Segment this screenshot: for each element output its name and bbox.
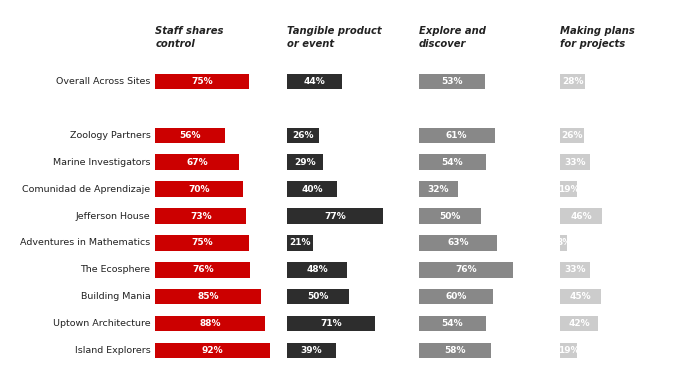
- Bar: [419, 235, 497, 251]
- Text: 50%: 50%: [439, 211, 461, 221]
- Text: 21%: 21%: [289, 238, 311, 247]
- Bar: [155, 128, 225, 143]
- Text: Explore and
discover: Explore and discover: [419, 26, 486, 49]
- Bar: [560, 343, 577, 358]
- Text: 71%: 71%: [321, 319, 342, 328]
- Bar: [560, 155, 590, 170]
- Text: 44%: 44%: [304, 77, 326, 86]
- Bar: [287, 128, 319, 143]
- Bar: [560, 316, 598, 331]
- Text: 75%: 75%: [191, 238, 213, 247]
- Bar: [419, 262, 513, 277]
- Text: 77%: 77%: [324, 211, 346, 221]
- Text: 46%: 46%: [570, 211, 592, 221]
- Text: 26%: 26%: [561, 131, 582, 140]
- Text: Overall Across Sites: Overall Across Sites: [56, 77, 150, 86]
- Text: 8%: 8%: [556, 238, 571, 247]
- Bar: [155, 343, 270, 358]
- Bar: [155, 235, 249, 251]
- Text: 73%: 73%: [190, 211, 211, 221]
- Text: 60%: 60%: [445, 292, 467, 301]
- Bar: [560, 262, 590, 277]
- Text: 32%: 32%: [428, 185, 449, 194]
- Bar: [287, 316, 375, 331]
- Text: 42%: 42%: [568, 319, 590, 328]
- Bar: [419, 208, 481, 224]
- Text: 33%: 33%: [564, 265, 586, 274]
- Text: Adventures in Mathematics: Adventures in Mathematics: [20, 238, 150, 247]
- Bar: [560, 182, 577, 197]
- Bar: [155, 289, 261, 304]
- Bar: [155, 182, 243, 197]
- Bar: [560, 128, 584, 143]
- Bar: [287, 155, 323, 170]
- Text: Jefferson House: Jefferson House: [76, 211, 150, 221]
- Bar: [155, 208, 246, 224]
- Text: Building Mania: Building Mania: [80, 292, 150, 301]
- Text: 33%: 33%: [564, 158, 586, 167]
- Text: Uptown Architecture: Uptown Architecture: [53, 319, 150, 328]
- Bar: [155, 155, 239, 170]
- Bar: [560, 74, 585, 89]
- Text: The Ecosphere: The Ecosphere: [80, 265, 150, 274]
- Text: 61%: 61%: [446, 131, 468, 140]
- Text: 29%: 29%: [294, 158, 316, 167]
- Text: Tangible product
or event: Tangible product or event: [287, 26, 382, 49]
- Bar: [560, 289, 601, 304]
- Text: 28%: 28%: [562, 77, 584, 86]
- Bar: [419, 128, 495, 143]
- Bar: [419, 289, 493, 304]
- Bar: [287, 182, 337, 197]
- Bar: [287, 208, 383, 224]
- Bar: [419, 182, 458, 197]
- Text: 92%: 92%: [202, 346, 223, 355]
- Text: 85%: 85%: [197, 292, 219, 301]
- Bar: [419, 74, 484, 89]
- Text: 67%: 67%: [186, 158, 208, 167]
- Text: 63%: 63%: [447, 238, 468, 247]
- Bar: [287, 235, 313, 251]
- Text: 76%: 76%: [455, 265, 477, 274]
- Text: 40%: 40%: [301, 185, 323, 194]
- Text: 70%: 70%: [188, 185, 210, 194]
- Text: 75%: 75%: [191, 77, 213, 86]
- Bar: [287, 262, 346, 277]
- Bar: [287, 343, 335, 358]
- Text: Marine Investigators: Marine Investigators: [53, 158, 150, 167]
- Text: 19%: 19%: [558, 346, 580, 355]
- Text: Zoology Partners: Zoology Partners: [69, 131, 150, 140]
- Bar: [155, 74, 249, 89]
- Text: 76%: 76%: [192, 265, 214, 274]
- Text: Making plans
for projects: Making plans for projects: [560, 26, 635, 49]
- Text: 53%: 53%: [441, 77, 463, 86]
- Text: 26%: 26%: [293, 131, 314, 140]
- Text: Comunidad de Aprendizaje: Comunidad de Aprendizaje: [22, 185, 150, 194]
- Bar: [155, 262, 250, 277]
- Text: 58%: 58%: [444, 346, 466, 355]
- Text: 39%: 39%: [300, 346, 322, 355]
- Bar: [419, 343, 491, 358]
- Text: 88%: 88%: [199, 319, 221, 328]
- Bar: [419, 316, 486, 331]
- Text: 48%: 48%: [306, 265, 328, 274]
- Text: 19%: 19%: [558, 185, 580, 194]
- Bar: [155, 316, 265, 331]
- Text: Staff shares
control: Staff shares control: [155, 26, 224, 49]
- Text: Island Explorers: Island Explorers: [75, 346, 150, 355]
- Bar: [287, 289, 349, 304]
- Text: 56%: 56%: [179, 131, 201, 140]
- Bar: [560, 235, 567, 251]
- Bar: [419, 155, 486, 170]
- Bar: [287, 74, 342, 89]
- Bar: [560, 208, 602, 224]
- Text: 45%: 45%: [570, 292, 592, 301]
- Text: 50%: 50%: [307, 292, 329, 301]
- Text: 54%: 54%: [442, 158, 463, 167]
- Text: 54%: 54%: [442, 319, 463, 328]
